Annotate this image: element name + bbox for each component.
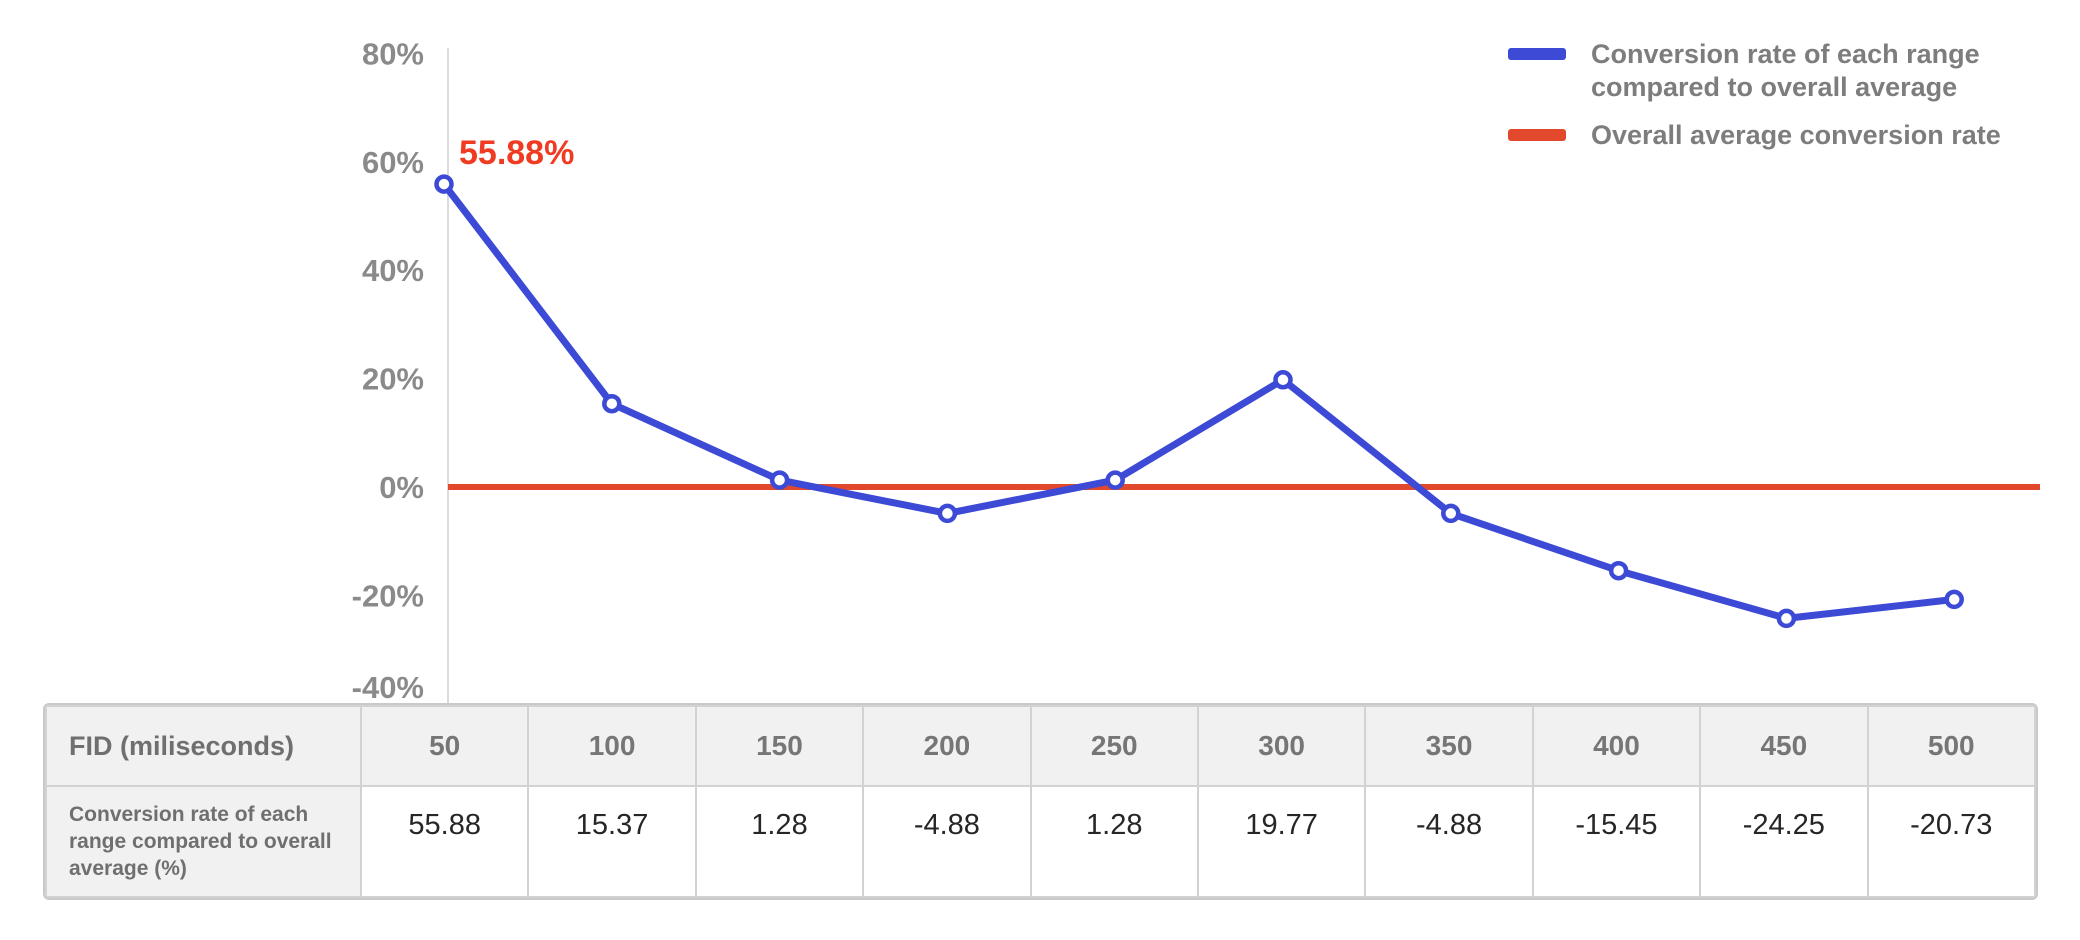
data-point-marker: [1776, 608, 1797, 629]
conversion-rate-line: [440, 180, 1958, 622]
y-axis-tick-label: -20%: [352, 578, 424, 613]
data-point-marker: [434, 174, 454, 194]
peak-value-label: 55.88%: [459, 134, 574, 172]
table-row-label: Conversion rate of each range compared t…: [45, 785, 362, 898]
data-point-marker: [1441, 503, 1461, 524]
data-point-marker: [1105, 470, 1125, 490]
fid-column-header: 250: [1029, 705, 1199, 787]
legend-label-conversion-rate: Conversion rate of each range compared t…: [1591, 39, 1980, 102]
legend-swatch-blue-line-icon: [1508, 48, 1566, 60]
legend-item-conversion-rate: Conversion rate of each range compared t…: [1508, 38, 2021, 104]
legend-label-overall-average: Overall average conversion rate: [1591, 120, 2001, 150]
conversion-line-chart: 80% 60% 40% 20% 0% -20% -40% 55.88%: [352, 36, 2040, 705]
fid-column-header: 100: [527, 705, 697, 787]
legend-swatch-red-line-icon: [1508, 129, 1566, 141]
conversion-value-cell: 19.77: [1196, 785, 1367, 898]
conversion-value-cell: 1.28: [1029, 785, 1199, 898]
data-point-marker: [937, 503, 958, 524]
legend-item-overall-average: Overall average conversion rate: [1508, 119, 2021, 152]
y-axis-tick-label: 80%: [362, 36, 424, 71]
chart-legend: Conversion rate of each range compared t…: [1508, 38, 2021, 152]
y-axis-tick-label: 60%: [362, 145, 424, 180]
conversion-value-cell: -15.45: [1531, 785, 1702, 898]
fid-column-header: 400: [1531, 705, 1702, 787]
conversion-value-cell: 55.88: [359, 785, 530, 898]
data-point-marker: [769, 470, 790, 490]
fid-conversion-table: FID (miliseconds) 50 100 150 200 250 300 350 40…: [43, 703, 2038, 900]
table-value-row: Conversion rate of each range compared t…: [45, 785, 2036, 898]
data-point-marker: [1608, 560, 1629, 581]
table-header-row: FID (miliseconds) 50 100 150 200 250 300 350 40…: [45, 705, 2036, 787]
table-header-label: FID (miliseconds): [45, 705, 362, 787]
fid-column-header: 150: [694, 705, 865, 787]
fid-column-header: 350: [1364, 705, 1534, 787]
fid-column-header: 200: [862, 705, 1032, 787]
y-axis-tick-label: 40%: [362, 253, 424, 288]
data-point-marker: [1273, 370, 1293, 390]
y-axis-tick-label: 0%: [379, 470, 424, 505]
conversion-value-cell: -4.88: [862, 785, 1032, 898]
fid-column-header: 500: [1866, 705, 2036, 787]
fid-column-header: 450: [1699, 705, 1869, 787]
conversion-value-cell: -20.73: [1866, 785, 2036, 898]
data-point-marker: [602, 393, 622, 414]
data-point-marker: [1944, 589, 1964, 610]
conversion-value-cell: -4.88: [1364, 785, 1534, 898]
conversion-value-cell: -24.25: [1699, 785, 1869, 898]
conversion-value-cell: 1.28: [694, 785, 865, 898]
y-axis-tick-label: 20%: [362, 362, 424, 397]
fid-column-header: 50: [359, 705, 530, 787]
fid-column-header: 300: [1196, 705, 1367, 787]
data-table: FID (miliseconds) 50 100 150 200 250 300 350 40…: [45, 705, 2036, 898]
y-axis-tick-label: -40%: [352, 670, 424, 705]
conversion-value-cell: 15.37: [527, 785, 697, 898]
